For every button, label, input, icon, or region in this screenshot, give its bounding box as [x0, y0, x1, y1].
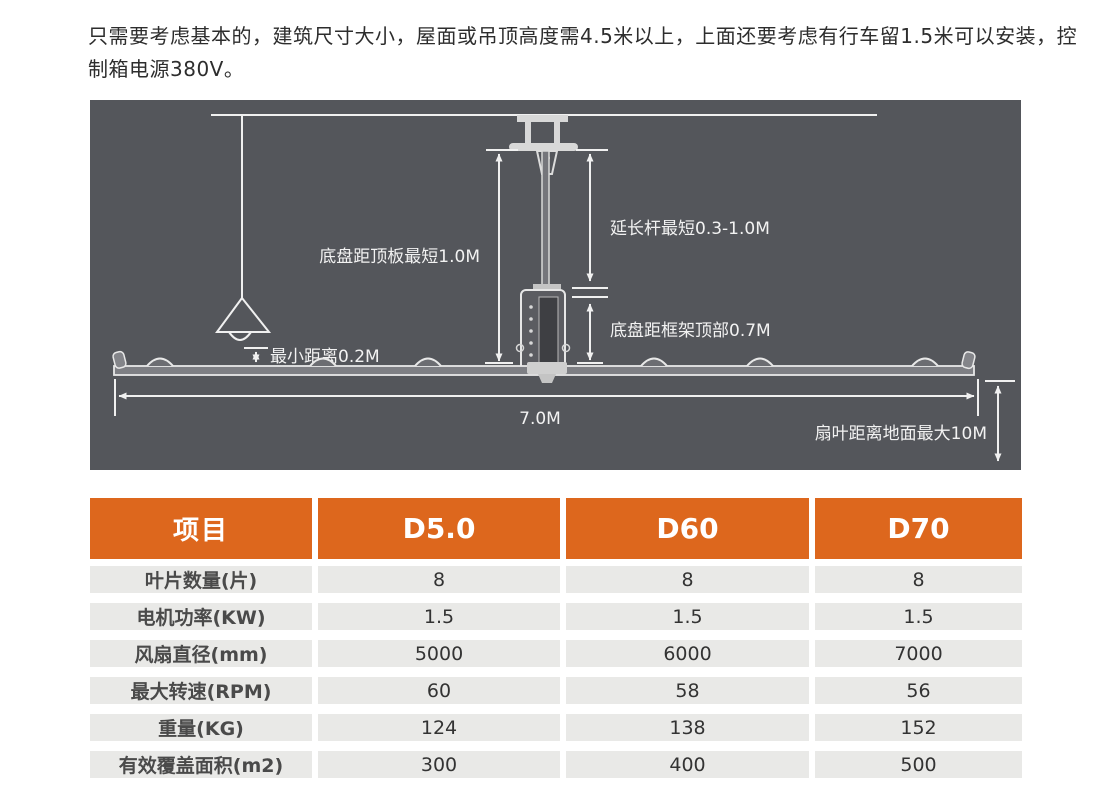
cell-value: 300 [318, 751, 560, 778]
table-header-row: 项目 D5.0 D60 D70 [90, 498, 1022, 559]
table-header-d50: D5.0 [318, 498, 560, 559]
dim-extension-rod-label: 延长杆最短0.3-1.0M [610, 219, 770, 239]
intro-text: 只需要考虑基本的，建筑尺寸大小，屋面或吊顶高度需4.5米以上，上面还要考虑有行车… [88, 24, 1078, 81]
lamp-bulb [228, 331, 252, 341]
cell-value: 500 [815, 751, 1022, 778]
blade-right-tip [961, 351, 976, 370]
cell-value: 6000 [566, 640, 809, 667]
cell-value: 1.5 [318, 603, 560, 630]
dim-ceiling-clearance-label: 底盘距顶板最短1.0M [319, 247, 480, 267]
table-header-d70: D70 [815, 498, 1022, 559]
dim-min-distance: 最小距离0.2M [244, 347, 380, 367]
table-header-d60: D60 [566, 498, 809, 559]
dim-extension-rod: 延长杆最短0.3-1.0M [572, 149, 770, 298]
dim-frame-top-clearance-label: 底盘距框架顶部0.7M [610, 321, 771, 341]
cell-value: 1.5 [566, 603, 809, 630]
row-label: 风扇直径(mm) [90, 640, 312, 667]
row-label: 最大转速(RPM) [90, 677, 312, 704]
cell-value: 124 [318, 714, 560, 741]
table-row-weight: 重量(KG) 124 138 152 [90, 714, 1022, 741]
table-row-fan-diameter: 风扇直径(mm) 5000 6000 7000 [90, 640, 1022, 667]
cell-value: 152 [815, 714, 1022, 741]
dim-blade-to-ground: 扇叶距离地面最大10M [815, 380, 1015, 462]
blade-left-tip [112, 350, 127, 369]
cell-value: 8 [566, 566, 809, 593]
extension-shaft [541, 150, 550, 291]
cell-value: 1.5 [815, 603, 1022, 630]
cell-value: 60 [318, 677, 560, 704]
cell-value: 8 [815, 566, 1022, 593]
row-label: 有效覆盖面积(m2) [90, 751, 312, 778]
table-row-max-speed: 最大转速(RPM) 60 58 56 [90, 677, 1022, 704]
lamp-cone [215, 296, 272, 333]
cell-value: 56 [815, 677, 1022, 704]
fan-blades [112, 350, 976, 383]
table-row-coverage-area: 有效覆盖面积(m2) 300 400 500 [90, 751, 1022, 778]
spec-table: 项目 D5.0 D60 D70 叶片数量(片) 8 8 8 电机功率(KW) 1… [90, 498, 1022, 788]
hanging-lamp [215, 116, 272, 341]
blade-hub [527, 362, 567, 374]
table-header-item: 项目 [90, 498, 312, 559]
dim-min-distance-label: 最小距离0.2M [270, 347, 380, 367]
installation-diagram-panel: 最小距离0.2M [90, 100, 1021, 470]
fan-mount [509, 115, 578, 291]
dim-blade-to-ground-label: 扇叶距离地面最大10M [815, 424, 987, 444]
row-label: 电机功率(KW) [90, 603, 312, 630]
table-row-motor-power: 电机功率(KW) 1.5 1.5 1.5 [90, 603, 1022, 630]
row-label: 重量(KG) [90, 714, 312, 741]
table-row-blade-count: 叶片数量(片) 8 8 8 [90, 566, 1022, 593]
cell-value: 5000 [318, 640, 560, 667]
cell-value: 400 [566, 751, 809, 778]
dim-fan-diameter-label: 7.0M [519, 409, 561, 429]
fan-motor [515, 284, 571, 371]
cell-value: 138 [566, 714, 809, 741]
cell-value: 58 [566, 677, 809, 704]
row-label: 叶片数量(片) [90, 566, 312, 593]
dim-ceiling-clearance: 底盘距顶板最短1.0M [319, 149, 518, 364]
cell-value: 7000 [815, 640, 1022, 667]
dim-fan-diameter: 7.0M [114, 379, 979, 429]
installation-diagram: 最小距离0.2M [112, 114, 1015, 462]
cell-value: 8 [318, 566, 560, 593]
dim-frame-top-clearance: 底盘距框架顶部0.7M [577, 303, 771, 364]
